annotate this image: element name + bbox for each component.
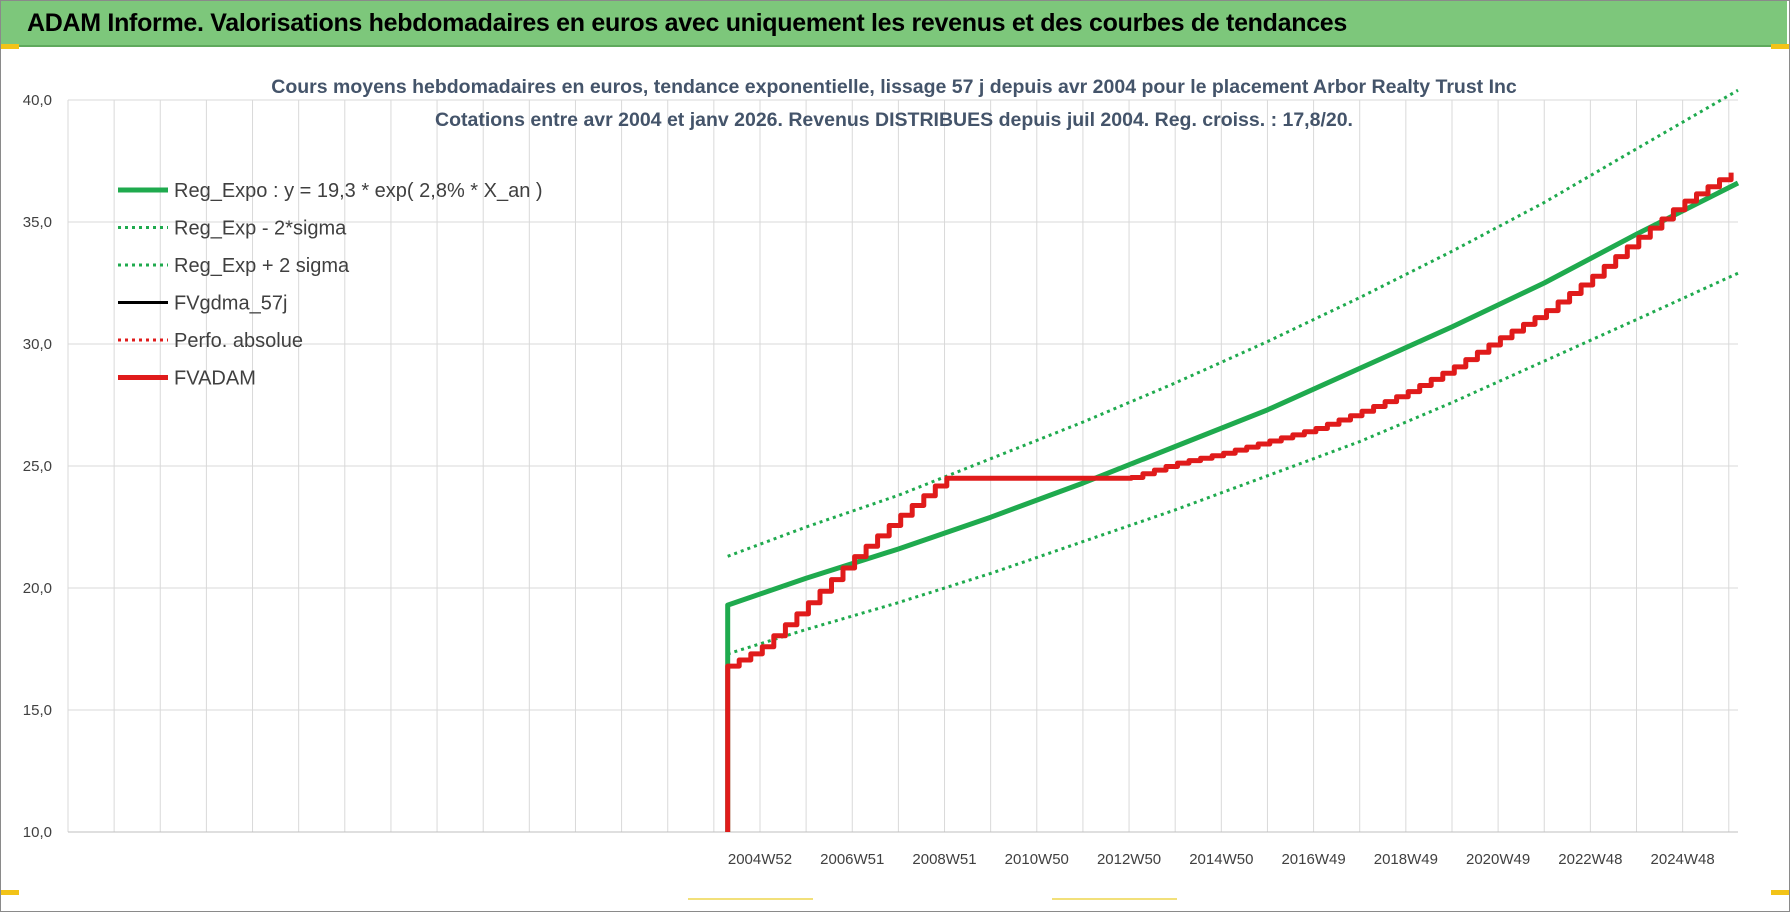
x-tick-label: 2022W48 xyxy=(1558,851,1622,868)
chart-title: Cours moyens hebdomadaires en euros, ten… xyxy=(271,76,1517,98)
banner-title: ADAM Informe. Valorisations hebdomadaire… xyxy=(27,9,1348,37)
y-tick-label: 30,0 xyxy=(23,336,52,353)
x-tick-label: 2008W51 xyxy=(912,851,976,868)
y-tick-label: 10,0 xyxy=(23,824,52,841)
y-tick-label: 15,0 xyxy=(23,702,52,719)
x-tick-label: 2006W51 xyxy=(820,851,884,868)
x-tick-label: 2010W50 xyxy=(1005,851,1069,868)
chart-subtitle: Cotations entre avr 2004 et janv 2026. R… xyxy=(435,109,1353,131)
series-line-1 xyxy=(727,271,1739,656)
legend-label-0: Reg_Expo : y = 19,3 * exp( 2,8% * X_an ) xyxy=(174,180,543,202)
title-banner: ADAM Informe. Valorisations hebdomadaire… xyxy=(1,1,1787,47)
x-tick-label: 2004W52 xyxy=(728,851,792,868)
legend-label-1: Reg_Exp - 2*sigma xyxy=(174,218,347,240)
x-tick-label: 2016W49 xyxy=(1281,851,1345,868)
grid-layer xyxy=(67,99,1738,833)
x-tick-label: 2014W50 xyxy=(1189,851,1253,868)
legend-label-2: Reg_Exp + 2 sigma xyxy=(174,255,350,277)
series-layer xyxy=(725,88,1740,832)
x-tick-label: 2018W49 xyxy=(1374,851,1438,868)
series-line-2 xyxy=(727,88,1739,558)
y-tick-label: 40,0 xyxy=(23,92,52,109)
bottom-mark-1 xyxy=(688,898,813,900)
x-tick-label: 2020W49 xyxy=(1466,851,1530,868)
corner-mark-bottom-right xyxy=(1771,890,1789,895)
legend-label-3: FVgdma_57j xyxy=(174,293,287,315)
corner-mark-right xyxy=(1771,44,1789,49)
y-tick-label: 35,0 xyxy=(23,214,52,231)
series-line-5 xyxy=(725,172,1734,832)
series-line-0 xyxy=(725,180,1740,832)
corner-mark-bottom-left xyxy=(1,890,19,895)
y-tick-label: 20,0 xyxy=(23,580,52,597)
x-tick-label: 2012W50 xyxy=(1097,851,1161,868)
legend-label-4: Perfo. absolue xyxy=(174,330,303,352)
legend-label-5: FVADAM xyxy=(174,368,256,390)
axis-layer: 10,0 15,0 20,0 25,0 30,0 35,0 40,0 2004W52 2006W… xyxy=(23,92,1738,868)
x-tick-label: 2024W48 xyxy=(1651,851,1715,868)
bottom-mark-2 xyxy=(1052,898,1177,900)
corner-mark-left xyxy=(1,44,19,49)
legend: Reg_Expo : y = 19,3 * exp( 2,8% * X_an )… xyxy=(118,180,543,390)
y-tick-label: 25,0 xyxy=(23,458,52,475)
